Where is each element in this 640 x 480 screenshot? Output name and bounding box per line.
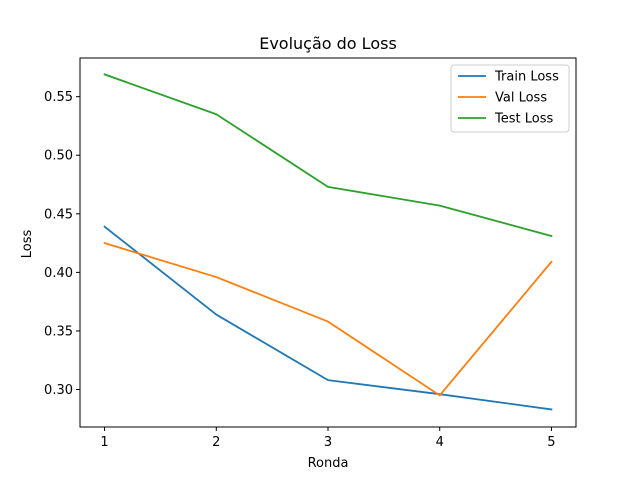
y-tick-label: 0.45: [44, 207, 73, 222]
series-line-train-loss: [103, 225, 553, 411]
x-tick-label: 4: [436, 435, 444, 450]
legend-entry: Train Loss: [494, 70, 559, 85]
y-tick-label: 0.50: [44, 149, 73, 164]
x-tick-label: 2: [212, 435, 220, 450]
y-tick-label: 0.30: [44, 383, 73, 398]
chart-title: Evolução do Loss: [259, 34, 397, 53]
legend-entry: Test Loss: [494, 112, 553, 127]
legend: Train Loss Val Loss Test Loss: [450, 64, 570, 133]
legend-box: [450, 64, 570, 133]
y-tick-label: 0.40: [44, 266, 73, 281]
x-tick-label: 5: [547, 435, 555, 450]
y-tick-label: 0.55: [44, 90, 73, 105]
x-axis-label: Ronda: [308, 456, 349, 471]
series-line-val-loss: [103, 241, 553, 397]
series-layer: [103, 73, 553, 411]
y-axis-label: Loss: [20, 230, 35, 259]
x-axis: 1 2 3 4 5: [100, 427, 556, 450]
x-tick-label: 3: [324, 435, 332, 450]
y-axis: 0.30 0.35 0.40 0.45 0.50 0.55: [44, 90, 80, 398]
series-line-test-loss: [103, 73, 553, 238]
legend-entry: Val Loss: [495, 91, 547, 106]
y-tick-label: 0.35: [44, 324, 73, 339]
x-tick-label: 1: [100, 435, 108, 450]
